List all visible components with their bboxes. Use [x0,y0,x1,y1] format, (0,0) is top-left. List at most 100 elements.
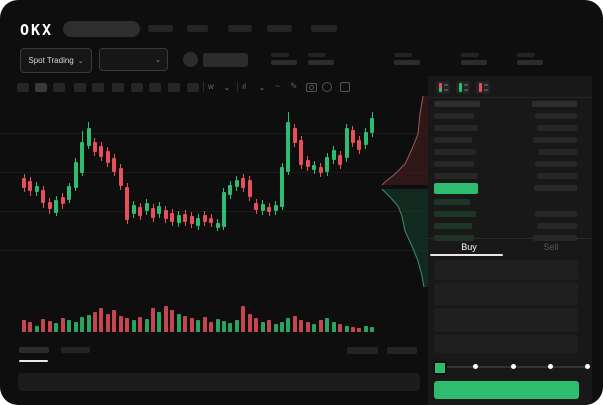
ask-price[interactable] [434,137,472,143]
candle [170,213,175,222]
orderbook-view-bids-only-icon[interactable] [456,81,470,94]
slider-stop[interactable] [473,364,479,369]
line-tool-icon[interactable]: ~ [275,81,281,91]
nav-item[interactable] [148,25,173,32]
candle [196,218,201,226]
timeframe-button[interactable] [168,83,180,92]
volume-bar [41,319,46,332]
ask-price[interactable] [434,149,476,155]
volume-bar [286,318,291,332]
stat-value [394,60,420,65]
volume-bar [202,317,207,332]
volume-bar [67,320,72,332]
ask-price[interactable] [434,173,478,179]
volume-bar [73,322,78,332]
timeframe-button[interactable] [53,83,65,92]
volume-bar [138,317,143,332]
buy-submit-button[interactable] [434,381,579,399]
volume-bar [196,320,201,332]
timeframe-button[interactable] [149,83,161,92]
nav-item[interactable] [311,25,337,32]
tab-buy[interactable]: Buy [461,242,477,252]
fullscreen-icon[interactable] [340,82,350,92]
volume-bar [34,326,39,332]
volume-bar [60,318,65,332]
total-field[interactable] [434,308,578,332]
volume-bar [157,312,162,332]
last-price-bar[interactable] [434,183,478,194]
timeframe-button[interactable] [74,83,86,92]
candle [92,142,97,152]
ob-header-right [532,101,577,107]
timeframe-button[interactable] [92,83,104,92]
timeframe-button[interactable] [131,83,143,92]
candle [60,197,65,204]
volume-bar [112,310,117,332]
volume-bar [176,314,181,332]
pair-selector-dropdown[interactable]: ⌄ [99,48,168,71]
candle [280,167,284,207]
timeframe-button[interactable] [17,83,29,92]
candle [183,214,188,222]
volume-bar [267,320,272,332]
amount-field[interactable] [434,283,578,305]
search-input[interactable] [63,21,140,37]
candle [260,204,265,211]
spot-trading-dropdown[interactable]: Spot Trading ⌄ [20,48,92,73]
camera-icon[interactable] [306,83,317,92]
indicator-label[interactable]: ᴡ [208,82,214,91]
bid-price[interactable] [434,211,476,217]
slider-stop[interactable] [510,364,516,369]
candle [299,140,304,165]
history-icon[interactable] [322,82,332,92]
chart-type-icon[interactable]: ıl [242,82,246,91]
orderbook-view-both-icon[interactable] [436,81,450,94]
slider-stop[interactable] [547,364,553,369]
active-tab-underline [19,360,48,362]
timeframe-button[interactable] [112,83,124,92]
header-action-button[interactable] [203,53,248,67]
nav-item[interactable] [267,25,292,32]
chart-gridline [0,250,428,251]
chart-footer-item[interactable] [347,347,378,354]
nav-item[interactable] [228,25,252,32]
timeframe-button[interactable] [187,83,199,92]
volume-bar [280,322,284,332]
candle [370,118,375,133]
avatar[interactable] [183,52,198,67]
candle [292,128,297,143]
form-field[interactable] [434,335,578,353]
draw-tool-icon[interactable]: ✎ [290,81,298,91]
slider-stop[interactable] [585,364,590,369]
chevron-down-icon[interactable]: ⌄ [259,85,265,92]
ask-price[interactable] [434,161,474,167]
divider [428,238,592,239]
ask-price[interactable] [434,113,474,119]
stat-label [461,53,479,57]
candle [105,151,110,163]
volume-bar [370,327,375,332]
ask-amount [535,113,577,119]
candle [338,155,343,165]
amount-slider-handle[interactable] [433,361,447,375]
candle [357,140,362,150]
ask-amount [535,161,577,167]
candle [22,178,26,188]
bid-price[interactable] [434,199,470,205]
timeframe-button[interactable] [35,83,47,92]
candle [176,215,181,223]
chevron-down-icon[interactable]: ⌄ [224,85,230,92]
candlestick-chart[interactable] [0,0,428,405]
nav-item[interactable] [187,25,208,32]
volume-bar [292,316,297,332]
orders-tab[interactable] [61,347,90,353]
ask-price[interactable] [434,125,478,131]
stat-value [461,60,487,65]
chart-footer-item[interactable] [387,347,417,354]
tab-sell[interactable]: Sell [543,242,559,252]
price-field[interactable] [434,260,578,280]
orders-tab-active[interactable] [19,347,49,353]
chevron-down-icon: ⌄ [155,56,161,64]
bid-price[interactable] [434,223,472,229]
orderbook-view-asks-only-icon[interactable] [476,81,490,94]
